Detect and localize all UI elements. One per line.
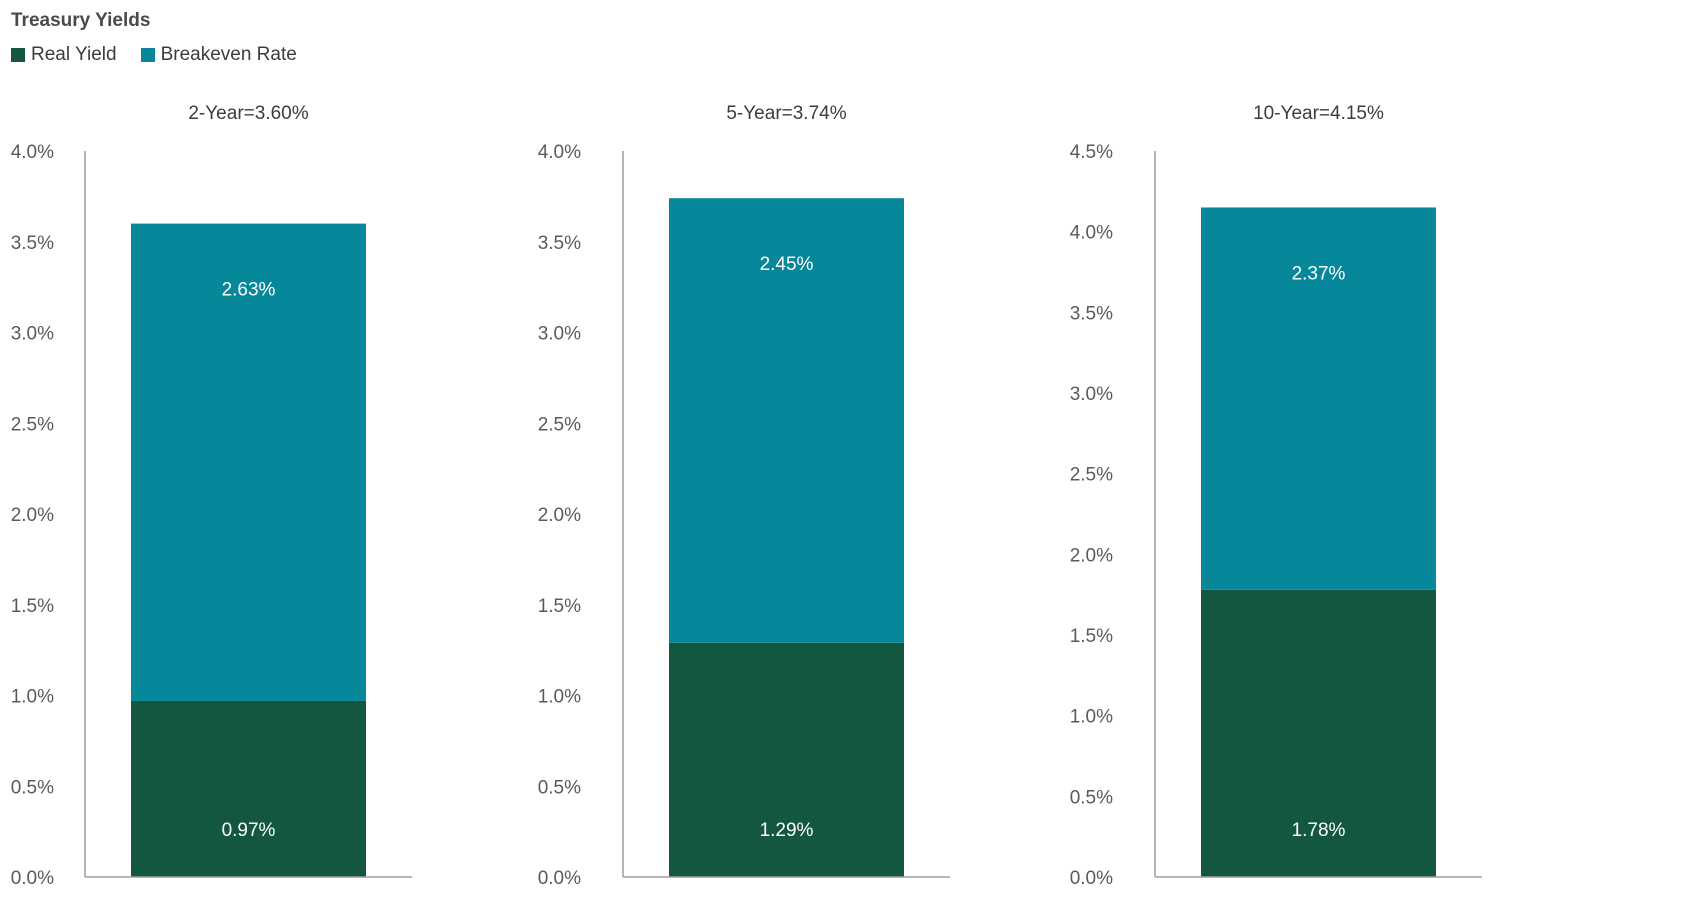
y-tick-label: 2.5%	[538, 414, 581, 435]
legend-item-breakeven-rate: Breakeven Rate	[140, 44, 297, 66]
y-tick-label: 1.0%	[11, 687, 54, 708]
y-tick-label: 3.0%	[1070, 384, 1113, 405]
y-tick-label: 3.5%	[1070, 303, 1113, 324]
y-tick-label: 3.5%	[538, 233, 581, 254]
legend-label-breakeven-rate: Breakeven Rate	[160, 44, 297, 65]
y-tick-label: 2.0%	[1070, 545, 1113, 566]
data-label-real-yield-3: 1.78%	[1292, 820, 1346, 841]
y-tick-label: 1.5%	[538, 596, 581, 617]
bar-breakeven-rate-3	[1201, 207, 1436, 590]
y-tick-label: 2.5%	[11, 414, 54, 435]
y-tick-label: 3.5%	[11, 233, 54, 254]
y-tick-label: 0.5%	[1070, 787, 1113, 808]
y-tick-label: 3.0%	[538, 324, 581, 345]
data-label-breakeven-rate-2: 2.45%	[760, 254, 814, 275]
legend-swatch-real-yield	[11, 48, 25, 62]
data-label-real-yield-1: 0.97%	[222, 820, 276, 841]
y-tick-label: 4.5%	[1070, 142, 1113, 163]
panel-title-2: 5-Year=3.74%	[726, 103, 846, 124]
y-tick-label: 4.0%	[1070, 223, 1113, 244]
data-label-real-yield-2: 1.29%	[760, 820, 814, 841]
bar-breakeven-rate-2	[669, 198, 904, 643]
data-label-breakeven-rate-1: 2.63%	[222, 280, 276, 301]
y-tick-label: 2.0%	[11, 505, 54, 526]
chart-title: Treasury Yields	[11, 10, 151, 31]
y-tick-label: 1.5%	[11, 596, 54, 617]
legend: Real Yield Breakeven Rate	[11, 44, 321, 66]
legend-swatch-breakeven-rate	[140, 48, 155, 62]
y-tick-label: 2.5%	[1070, 465, 1113, 486]
y-tick-label: 0.5%	[538, 777, 581, 798]
data-label-breakeven-rate-3: 2.37%	[1292, 263, 1346, 284]
bar-real-yield-3	[1201, 589, 1436, 877]
y-tick-label: 2.0%	[538, 505, 581, 526]
y-tick-label: 1.5%	[1070, 626, 1113, 647]
legend-item-real-yield: Real Yield	[11, 44, 117, 66]
y-tick-label: 4.0%	[538, 142, 581, 163]
panel-title-3: 10-Year=4.15%	[1253, 103, 1384, 124]
y-tick-label: 0.0%	[11, 868, 54, 889]
y-tick-label: 3.0%	[11, 324, 54, 345]
bar-real-yield-2	[669, 642, 904, 877]
y-tick-label: 0.0%	[1070, 868, 1113, 889]
y-tick-label: 0.0%	[538, 868, 581, 889]
panel-title-1: 2-Year=3.60%	[188, 103, 308, 124]
y-tick-label: 1.0%	[538, 687, 581, 708]
bar-real-yield-1	[131, 700, 366, 877]
y-tick-label: 0.5%	[11, 777, 54, 798]
y-tick-label: 1.0%	[1070, 707, 1113, 728]
y-tick-label: 4.0%	[11, 142, 54, 163]
bar-breakeven-rate-1	[131, 223, 366, 701]
legend-label-real-yield: Real Yield	[31, 44, 117, 65]
